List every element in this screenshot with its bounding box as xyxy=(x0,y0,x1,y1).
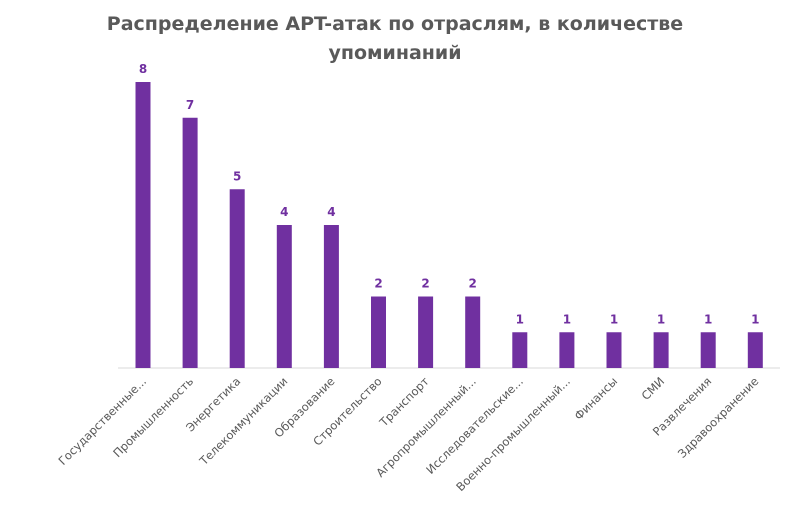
x-tick-label: Государственные... xyxy=(55,374,149,468)
x-tick-label: СМИ xyxy=(639,374,668,403)
data-label: 7 xyxy=(186,98,194,112)
data-label: 2 xyxy=(421,277,429,291)
bar xyxy=(606,332,622,368)
bar xyxy=(323,225,339,368)
bar xyxy=(653,332,669,368)
data-label: 2 xyxy=(374,277,382,291)
data-label: 2 xyxy=(469,277,477,291)
data-label: 5 xyxy=(233,169,241,183)
x-tick-label: Телекоммуникации xyxy=(196,374,290,468)
bar xyxy=(276,225,292,368)
x-tick-label: Промышленность xyxy=(110,374,196,460)
data-label: 1 xyxy=(704,312,712,326)
bar xyxy=(135,82,151,368)
data-label: 4 xyxy=(280,205,288,219)
bar xyxy=(182,117,198,368)
chart-title-line-2: упоминаний xyxy=(328,42,461,64)
bar xyxy=(465,296,481,368)
x-tick-label: Здравоохранение xyxy=(675,374,762,461)
bar xyxy=(418,296,434,368)
bar xyxy=(559,332,575,368)
data-label: 8 xyxy=(139,62,147,76)
bar xyxy=(371,296,386,368)
data-label: 1 xyxy=(751,312,759,326)
bar xyxy=(700,332,716,368)
data-label: 1 xyxy=(610,312,618,326)
data-label: 4 xyxy=(327,205,335,219)
data-label: 1 xyxy=(516,312,524,326)
chart-title-line-1: Распределение APT-атак по отраслям, в ко… xyxy=(107,13,683,35)
bar xyxy=(747,332,763,368)
bar xyxy=(229,189,245,368)
x-tick-label: Финансы xyxy=(571,374,620,423)
data-label: 1 xyxy=(563,312,571,326)
bar xyxy=(512,332,528,368)
data-label: 1 xyxy=(657,312,665,326)
